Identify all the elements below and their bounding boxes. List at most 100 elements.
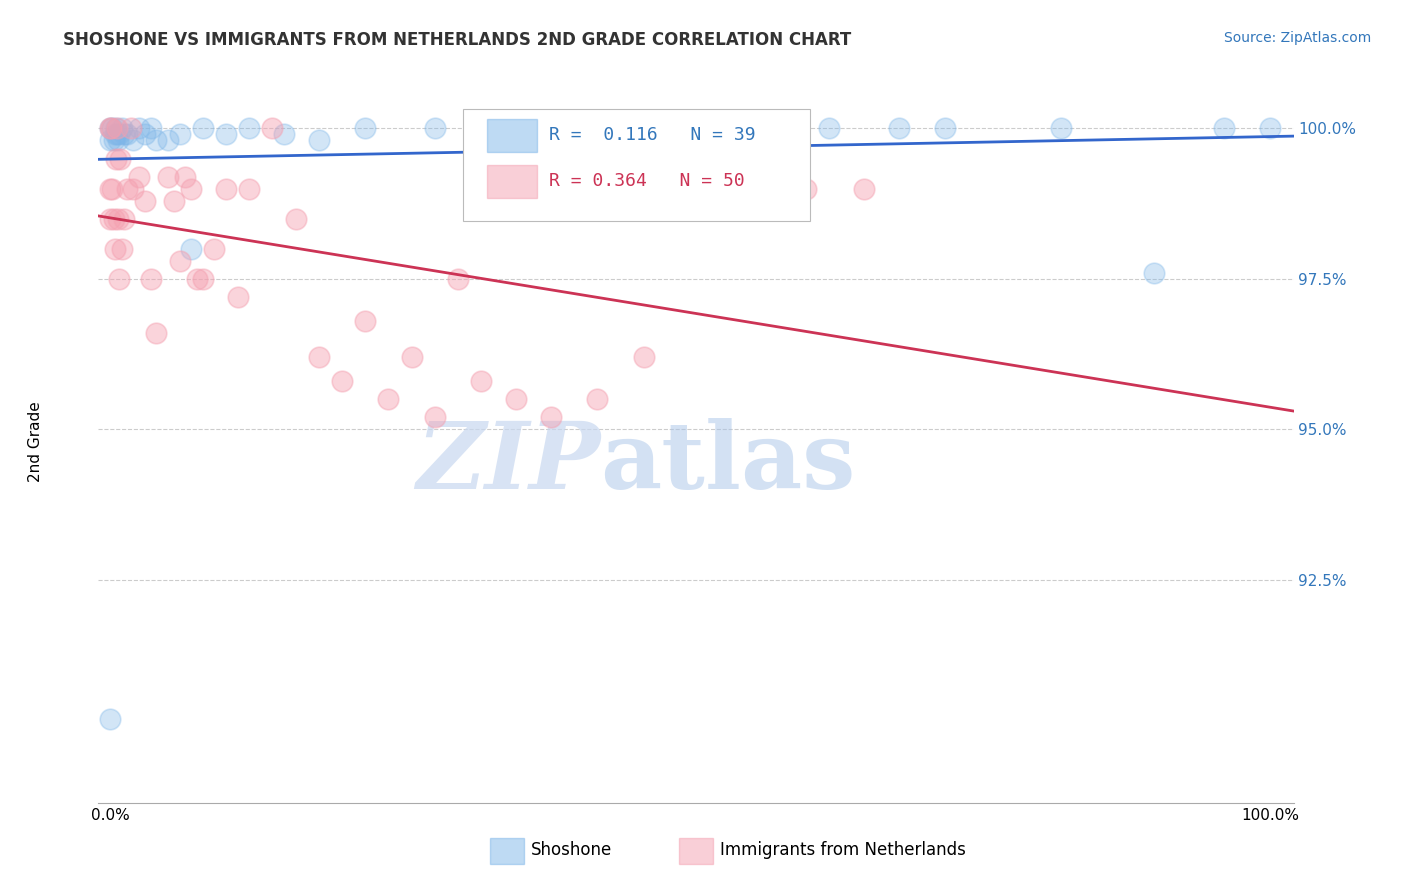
Point	[215, 182, 238, 196]
Point	[330, 375, 353, 389]
Point	[853, 182, 876, 196]
Point	[108, 272, 131, 286]
Text: Immigrants from Netherlands: Immigrants from Netherlands	[720, 841, 966, 859]
Y-axis label: 2nd Grade: 2nd Grade	[28, 401, 42, 482]
Point	[128, 121, 150, 136]
Point	[120, 121, 142, 136]
Point	[586, 392, 609, 407]
Point	[273, 128, 295, 142]
Point	[139, 272, 162, 286]
Point	[103, 134, 125, 148]
Point	[354, 121, 377, 136]
Text: Source: ZipAtlas.com: Source: ZipAtlas.com	[1223, 31, 1371, 45]
Point	[122, 182, 145, 196]
Point	[818, 121, 841, 136]
Point	[401, 351, 423, 365]
Text: atlas: atlas	[600, 418, 856, 508]
Point	[377, 392, 399, 407]
Point	[103, 211, 125, 226]
Point	[191, 121, 214, 136]
Point	[470, 375, 492, 389]
FancyBboxPatch shape	[486, 119, 537, 152]
Point	[238, 121, 260, 136]
Point	[1258, 121, 1281, 136]
Point	[887, 121, 910, 136]
Point	[107, 134, 129, 148]
Point	[180, 182, 202, 196]
Point	[110, 152, 132, 166]
FancyBboxPatch shape	[486, 165, 537, 198]
Point	[101, 121, 124, 136]
Point	[105, 128, 128, 142]
Point	[128, 169, 150, 184]
Point	[226, 290, 249, 304]
Point	[101, 182, 124, 196]
Point	[308, 351, 330, 365]
Point	[679, 121, 702, 136]
Point	[679, 182, 702, 196]
Point	[111, 242, 134, 256]
Point	[308, 134, 330, 148]
Point	[117, 128, 139, 142]
Text: ZIP: ZIP	[416, 418, 600, 508]
Point	[794, 182, 817, 196]
Point	[122, 134, 145, 148]
Point	[112, 128, 135, 142]
Point	[262, 121, 284, 136]
Point	[157, 134, 180, 148]
Point	[215, 128, 238, 142]
Text: SHOSHONE VS IMMIGRANTS FROM NETHERLANDS 2ND GRADE CORRELATION CHART: SHOSHONE VS IMMIGRANTS FROM NETHERLANDS …	[63, 31, 852, 49]
Point	[98, 712, 121, 726]
Point	[139, 121, 162, 136]
Point	[145, 134, 167, 148]
Point	[470, 121, 492, 136]
Point	[423, 121, 446, 136]
Point	[180, 242, 202, 256]
Point	[112, 211, 135, 226]
Text: Shoshone: Shoshone	[531, 841, 612, 859]
Point	[186, 272, 208, 286]
Point	[100, 121, 122, 136]
Point	[1212, 121, 1234, 136]
Point	[1050, 121, 1073, 136]
Point	[134, 128, 156, 142]
Point	[447, 272, 470, 286]
Point	[169, 254, 191, 268]
Point	[111, 121, 134, 136]
FancyBboxPatch shape	[463, 109, 810, 221]
Point	[737, 182, 759, 196]
Point	[98, 121, 121, 136]
Point	[238, 182, 260, 196]
FancyBboxPatch shape	[491, 838, 524, 864]
Point	[157, 169, 180, 184]
Point	[104, 128, 127, 142]
Point	[540, 410, 562, 425]
Point	[145, 326, 167, 341]
Point	[204, 242, 226, 256]
Point	[104, 152, 127, 166]
Point	[516, 121, 538, 136]
Point	[633, 351, 655, 365]
Point	[98, 121, 121, 136]
Point	[505, 392, 527, 407]
Point	[284, 211, 307, 226]
Point	[174, 169, 197, 184]
Point	[98, 211, 121, 226]
Point	[104, 121, 127, 136]
FancyBboxPatch shape	[679, 838, 713, 864]
Point	[934, 121, 956, 136]
Point	[98, 182, 121, 196]
Point	[117, 182, 139, 196]
Point	[108, 128, 131, 142]
Point	[105, 121, 128, 136]
Point	[134, 194, 156, 208]
Point	[737, 121, 759, 136]
Text: R =  0.116   N = 39: R = 0.116 N = 39	[548, 127, 755, 145]
Point	[354, 314, 377, 328]
Point	[163, 194, 186, 208]
Point	[191, 272, 214, 286]
Point	[169, 128, 191, 142]
Point	[98, 134, 121, 148]
Point	[1143, 266, 1166, 280]
Point	[104, 242, 127, 256]
